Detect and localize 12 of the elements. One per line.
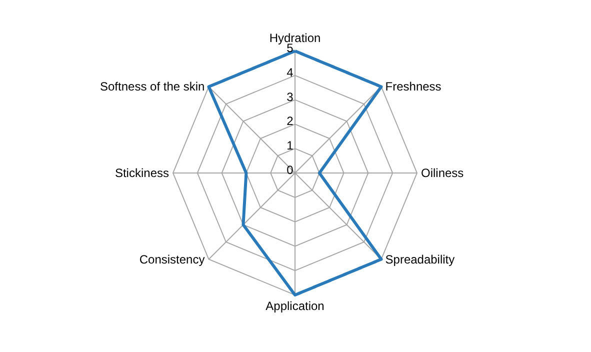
y-tick-label: 4 (286, 65, 294, 80)
spoke-label: Oiliness (421, 166, 464, 180)
y-tick-label: 1 (286, 138, 294, 153)
y-tick-label: 2 (286, 114, 294, 128)
y-tick-label: 0 (286, 163, 294, 177)
y-tick-label: 3 (286, 90, 294, 104)
spoke-label: Consistency (139, 252, 205, 266)
spoke-label: Spreadability (385, 252, 455, 266)
spoke-label: Softness of the skin (100, 80, 205, 94)
spoke-label: Stickiness (114, 166, 169, 180)
spoke-label: Freshness (385, 80, 442, 94)
spoke-label: Application (266, 299, 324, 313)
